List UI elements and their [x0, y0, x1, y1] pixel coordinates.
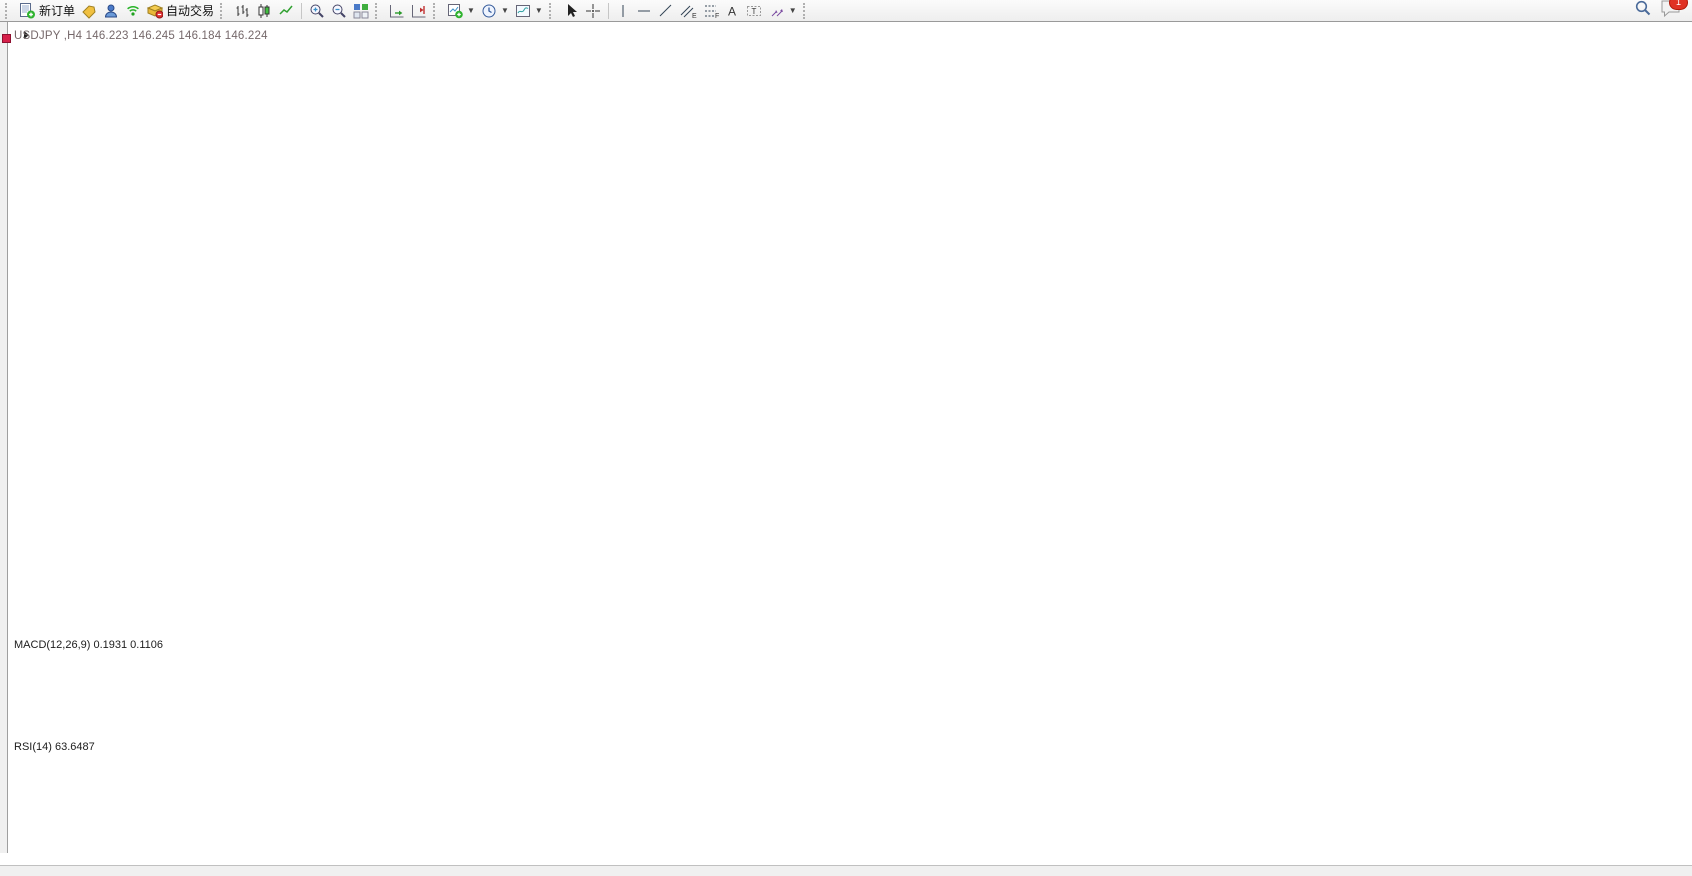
chart-shift-button[interactable]	[408, 1, 430, 21]
candlestick-chart-button[interactable]	[253, 1, 275, 21]
templates-button[interactable]: ▼	[512, 1, 546, 21]
bar-chart-icon	[234, 3, 250, 19]
new-order-button[interactable]: 新订单	[16, 1, 78, 21]
window-left-frame	[0, 22, 8, 853]
notifications-button[interactable]: 1	[1660, 0, 1688, 22]
equidistant-channel-tool-button[interactable]: E	[677, 1, 700, 21]
text-tool-icon: A	[726, 3, 740, 19]
price-chart-canvas[interactable]	[8, 28, 1643, 634]
text-label-icon: T	[746, 3, 763, 19]
macd-canvas[interactable]	[8, 637, 1643, 734]
trendline-icon	[658, 3, 674, 19]
auto-scroll-icon	[389, 3, 405, 19]
market-watch-icon	[81, 3, 97, 19]
zoom-out-icon	[331, 3, 347, 19]
cursor-icon	[563, 3, 579, 19]
toolbar-grip[interactable]	[433, 2, 441, 19]
time-axis[interactable]	[8, 821, 1643, 845]
periods-button[interactable]: ▼	[478, 1, 512, 21]
line-chart-button[interactable]	[275, 1, 297, 21]
arrows-dropdown-caret[interactable]: ▼	[788, 6, 797, 15]
text-label-tool-button[interactable]: T	[743, 1, 766, 21]
trendline-tool-button[interactable]	[655, 1, 677, 21]
toolbar-grip[interactable]	[548, 2, 557, 19]
autotrading-button[interactable]: 自动交易	[144, 1, 217, 21]
indicators-icon	[447, 3, 463, 19]
periods-dropdown-caret[interactable]: ▼	[500, 6, 509, 15]
legend-marker-icon	[24, 31, 29, 39]
svg-text:F: F	[715, 13, 719, 19]
candlestick-chart-icon	[256, 3, 272, 19]
price-axis[interactable]	[1644, 0, 1692, 831]
main-toolbar: 新订单 自动交易 ▼ ▼	[0, 0, 1692, 22]
rsi-label: RSI(14) 63.6487	[14, 741, 95, 753]
crosshair-icon	[585, 3, 601, 19]
tile-windows-button[interactable]	[350, 1, 372, 21]
navigator-icon	[103, 3, 119, 19]
notification-badge: 1	[1669, 0, 1688, 10]
svg-text:T: T	[751, 7, 756, 16]
toolbar-grip[interactable]	[220, 2, 228, 19]
bar-chart-button[interactable]	[231, 1, 253, 21]
new-order-icon	[19, 2, 36, 19]
auto-scroll-button[interactable]	[386, 1, 408, 21]
zoom-out-button[interactable]	[328, 1, 350, 21]
macd-label: MACD(12,26,9) 0.1931 0.1106	[14, 639, 163, 651]
indicators-button[interactable]: ▼	[444, 1, 478, 21]
toolbar-separator	[301, 2, 303, 19]
autotrading-label: 自动交易	[166, 4, 215, 18]
toolbar-separator	[607, 2, 609, 19]
indicators-dropdown-caret[interactable]: ▼	[467, 6, 475, 15]
fibonacci-icon: F	[703, 3, 720, 19]
horizontal-line-tool-button[interactable]	[633, 1, 655, 21]
arrows-tool-button[interactable]: ▼	[766, 1, 800, 21]
navigator-button[interactable]	[100, 1, 122, 21]
toolbar-grip[interactable]	[375, 2, 383, 19]
zoom-in-button[interactable]	[306, 1, 328, 21]
zoom-in-icon	[309, 3, 325, 19]
tile-windows-icon	[353, 3, 369, 19]
crosshair-button[interactable]	[582, 1, 604, 21]
line-anchor-marker[interactable]	[2, 34, 11, 43]
chart-window[interactable]: USDJPY ,H4 146.223 146.245 146.184 146.2…	[0, 22, 1692, 876]
toolbar-grip[interactable]	[802, 2, 811, 19]
equidistant-channel-icon: E	[680, 3, 697, 19]
text-tool-button[interactable]: A	[723, 1, 743, 21]
signal-icon	[125, 3, 141, 19]
rsi-canvas[interactable]	[8, 737, 1643, 820]
autotrading-icon	[147, 3, 164, 19]
templates-dropdown-caret[interactable]: ▼	[534, 6, 543, 15]
chart-legend: USDJPY ,H4 146.223 146.245 146.184 146.2…	[14, 30, 268, 42]
chart-shift-icon	[411, 3, 427, 19]
toolbar-grip[interactable]	[5, 2, 13, 19]
window-bottom-frame	[0, 865, 1692, 876]
cursor-button[interactable]	[560, 1, 582, 21]
search-icon[interactable]	[1634, 0, 1652, 22]
new-order-label: 新订单	[39, 4, 76, 18]
svg-text:A: A	[728, 4, 736, 18]
market-watch-button[interactable]	[78, 1, 100, 21]
signal-button[interactable]	[122, 1, 144, 21]
vertical-line-tool-button[interactable]	[613, 1, 633, 21]
clock-icon	[481, 3, 497, 19]
line-chart-icon	[278, 3, 294, 19]
svg-text:E: E	[692, 13, 697, 19]
fibonacci-tool-button[interactable]: F	[700, 1, 723, 21]
arrows-tool-icon	[769, 3, 785, 19]
horizontal-line-icon	[636, 3, 652, 19]
vertical-line-icon	[616, 3, 630, 19]
templates-icon	[515, 3, 531, 19]
